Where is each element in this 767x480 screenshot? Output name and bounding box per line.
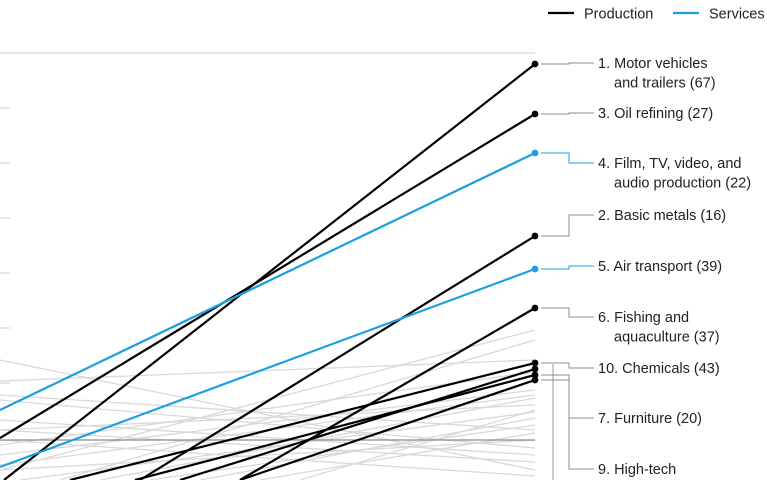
left-axis-ticks <box>0 107 10 384</box>
background-series <box>0 329 536 480</box>
series-end-point-rank-7 <box>531 371 539 379</box>
series-end-point-rank-4 <box>531 149 539 157</box>
series-line-rank-10 <box>69 361 536 480</box>
legend-services-label: Services <box>709 7 765 23</box>
series-line-rank-6 <box>239 307 536 480</box>
background-line <box>0 359 536 382</box>
series-label-rank-1: 1. Motor vehicles and trailers (67) <box>598 56 716 92</box>
series-label-rank-7: 7. Furniture (20) <box>598 411 702 427</box>
label-connector-rank-10 <box>541 362 594 369</box>
label-connector-rank-7 <box>541 374 594 419</box>
label-connector-rank-9 <box>541 379 594 470</box>
series-line-rank-5 <box>0 267 536 469</box>
series-end-point-rank-5 <box>531 265 539 273</box>
background-line <box>99 397 536 480</box>
series-label-rank-4: 4. Film, TV, video, and audio production … <box>598 156 751 192</box>
series-label-rank-3: 3. Oil refining (27) <box>598 106 713 122</box>
label-connector-rank-5 <box>541 265 594 270</box>
background-line <box>0 439 536 471</box>
series-labels: 1. Motor vehicles and trailers (67) 3. Oil… <box>598 56 751 478</box>
series-label-rank-10: 10. Chemicals (43) <box>598 361 720 377</box>
series-end-point-rank-3 <box>531 110 539 118</box>
background-line <box>0 419 536 456</box>
series-line-rank-2 <box>139 235 536 480</box>
legend-production-label: Production <box>584 7 653 23</box>
series-label-rank-9: 9. High-tech <box>598 462 676 478</box>
label-connectors <box>541 62 594 470</box>
label-connector-rank-6 <box>541 307 594 318</box>
label-connector-rank-2 <box>541 214 594 237</box>
series-end-point-rank-1 <box>531 60 539 68</box>
highlighted-series <box>0 60 539 480</box>
series-label-rank-6: 6. Fishing and aquaculture (37) <box>598 310 720 346</box>
series-label-rank-2: 2. Basic metals (16) <box>598 208 726 224</box>
series-end-point-rank-6 <box>531 304 539 312</box>
background-line <box>149 424 536 480</box>
background-line <box>299 409 536 480</box>
label-connector-rank-1 <box>541 62 594 65</box>
background-line <box>0 439 536 477</box>
background-line <box>259 432 536 480</box>
series-end-point-rank-10 <box>531 359 539 367</box>
series-line-rank-1 <box>3 63 536 480</box>
series-line-rank-3 <box>0 113 536 439</box>
legend: Production Services <box>548 7 765 23</box>
series-label-rank-5: 5. Air transport (39) <box>598 259 722 275</box>
background-line <box>59 339 536 480</box>
series-line-rank-4 <box>0 152 536 411</box>
background-line <box>0 359 536 471</box>
series-end-point-rank-2 <box>531 232 539 240</box>
series-line-rank-8 <box>179 367 536 480</box>
series-end-point-rank-8 <box>531 365 539 373</box>
background-line <box>0 389 536 456</box>
series-end-point-rank-9 <box>531 376 539 384</box>
label-connector-rank-4 <box>541 152 594 164</box>
label-connector-rank-3 <box>541 112 594 115</box>
series-line-rank-7 <box>134 373 536 480</box>
series-line-rank-9 <box>239 378 536 480</box>
